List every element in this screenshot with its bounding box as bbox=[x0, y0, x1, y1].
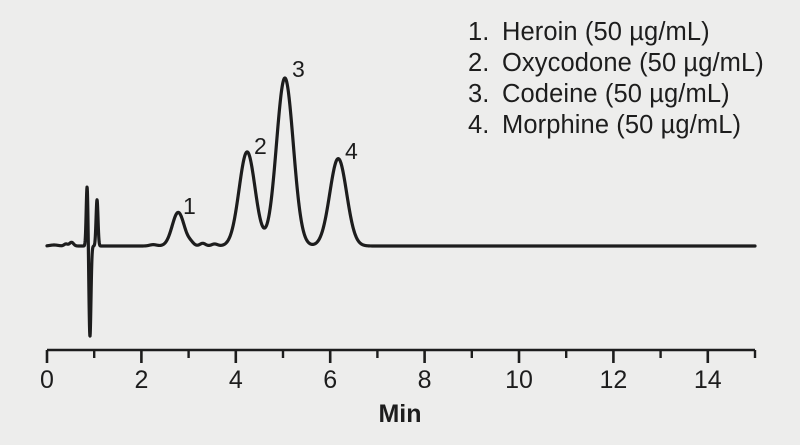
x-axis-tick-label: 14 bbox=[693, 366, 722, 394]
legend-item-codeine: 3. Codeine (50 µg/mL) bbox=[468, 80, 798, 111]
legend-number: 1. bbox=[468, 18, 490, 46]
legend-label: Heroin (50 µg/mL) bbox=[502, 18, 710, 46]
legend-number: 4. bbox=[468, 111, 490, 139]
chromatogram-trace bbox=[45, 76, 757, 338]
x-axis-tick-label: 12 bbox=[599, 366, 628, 394]
x-axis-tick-label: 0 bbox=[40, 366, 54, 394]
peak-label-4: 4 bbox=[345, 138, 358, 164]
legend-item-oxycodone: 2. Oxycodone (50 µg/mL) bbox=[468, 49, 798, 80]
legend-label: Oxycodone (50 µg/mL) bbox=[502, 49, 764, 77]
legend-label: Codeine (50 µg/mL) bbox=[502, 80, 730, 108]
x-axis-tick-label: 2 bbox=[134, 366, 149, 394]
legend-item-heroin: 1. Heroin (50 µg/mL) bbox=[468, 18, 798, 49]
x-axis-ticks bbox=[45, 350, 757, 363]
legend-number: 2. bbox=[468, 49, 490, 77]
peak-label-1: 1 bbox=[183, 193, 196, 219]
x-axis-tick-label: 6 bbox=[323, 366, 338, 394]
legend-item-morphine: 4. Morphine (50 µg/mL) bbox=[468, 111, 798, 142]
legend-label: Morphine (50 µg/mL) bbox=[502, 111, 742, 139]
x-axis-tick-label: 4 bbox=[228, 366, 243, 394]
x-axis-tick-label: 8 bbox=[417, 366, 432, 394]
legend: 1. Heroin (50 µg/mL) 2. Oxycodone (50 µg… bbox=[468, 18, 798, 142]
peak-label-2: 2 bbox=[254, 133, 267, 159]
legend-number: 3. bbox=[468, 80, 490, 108]
x-axis bbox=[45, 348, 757, 363]
peak-label-3: 3 bbox=[292, 56, 305, 82]
x-axis-title: Min bbox=[378, 400, 422, 428]
x-axis-tick-label: 10 bbox=[505, 366, 533, 394]
